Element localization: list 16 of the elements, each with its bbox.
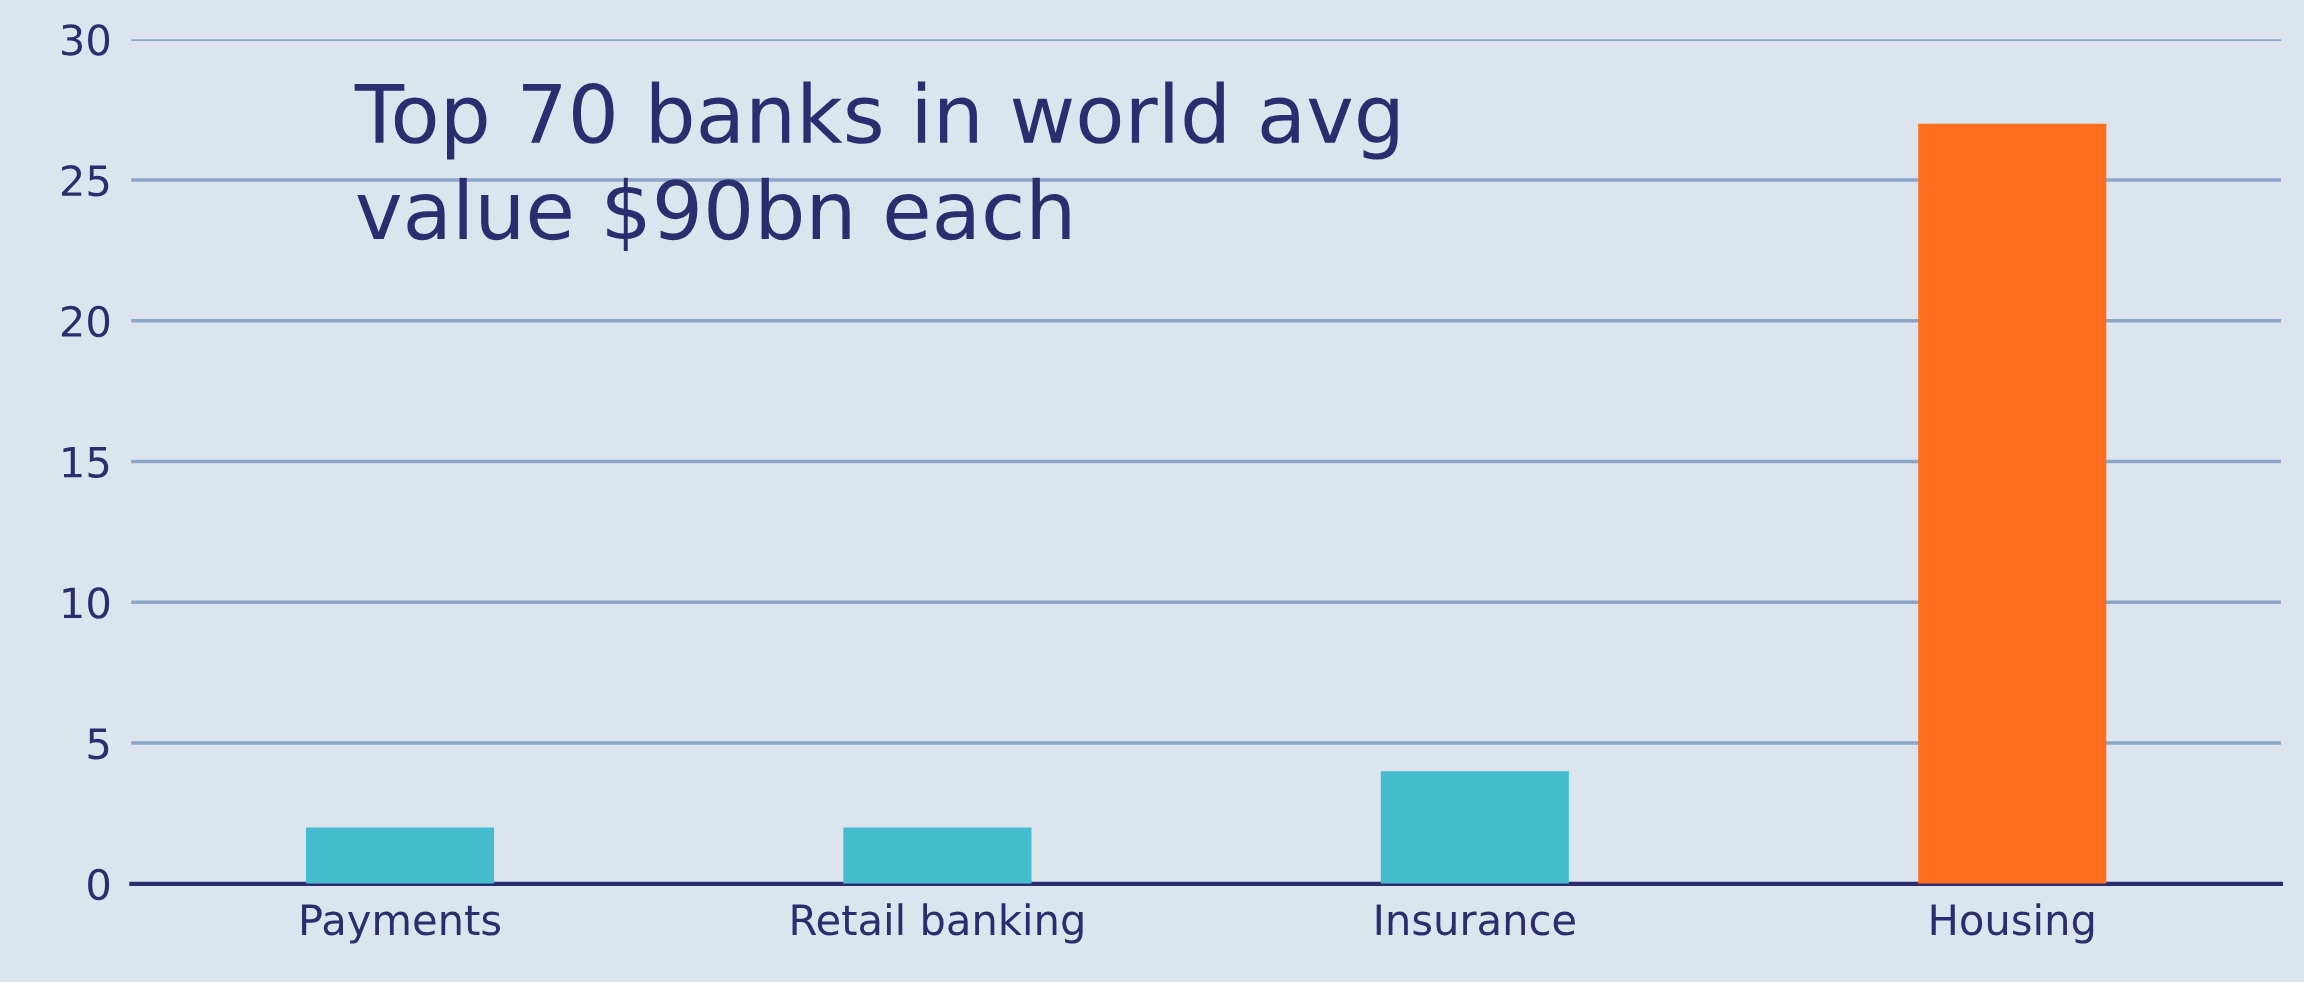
x-tick-label: Insurance: [1376, 904, 1575, 936]
y-tick-label: 20: [61, 305, 110, 338]
y-tick-label: 30: [62, 24, 110, 56]
annotation: Top 70 banks in world avg value $90bn each: [354, 81, 1398, 251]
bar: [1918, 123, 2107, 884]
x-tick-label: Housing: [1931, 903, 2094, 944]
y-tick-label: 5: [88, 728, 109, 760]
y-tick-label: 25: [61, 164, 109, 197]
y-tick-label: 10: [63, 587, 110, 619]
y-tick-label: 0: [88, 868, 110, 901]
bar: [305, 827, 495, 884]
bar: [843, 827, 1032, 884]
x-tick-label: Retail banking: [792, 903, 1083, 944]
x-tick-label: Payments: [302, 904, 501, 944]
y-tick-label: 15: [63, 446, 109, 478]
bar: [1380, 771, 1569, 884]
